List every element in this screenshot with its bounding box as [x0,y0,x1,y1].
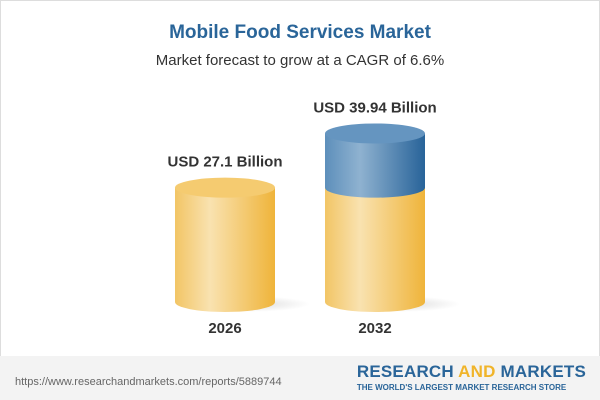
chart-subtitle: Market forecast to grow at a CAGR of 6.6… [155,52,445,69]
data-label: USD 27.1 Billion [167,154,282,171]
bar-2026-top [175,177,275,198]
bar-2026-base [175,187,275,312]
brand-logo: RESEARCH AND MARKETS THE WORLD'S LARGEST… [356,362,586,392]
source-url[interactable]: https://www.researchandmarkets.com/repor… [15,376,282,388]
bar-2032-top [325,123,425,144]
data-label: USD 39.94 Billion [313,99,436,116]
bar-2032-growth [325,133,425,198]
bar-2032-base [325,187,425,312]
chart-title: Mobile Food Services Market [169,22,431,43]
cylinder-chart: USD 27.1 Billion 2026 USD 39.94 Billion 203… [167,99,460,337]
footer: https://www.researchandmarkets.com/repor… [0,356,600,400]
x-tick-label: 2032 [358,320,391,337]
x-tick-label: 2026 [208,320,241,337]
